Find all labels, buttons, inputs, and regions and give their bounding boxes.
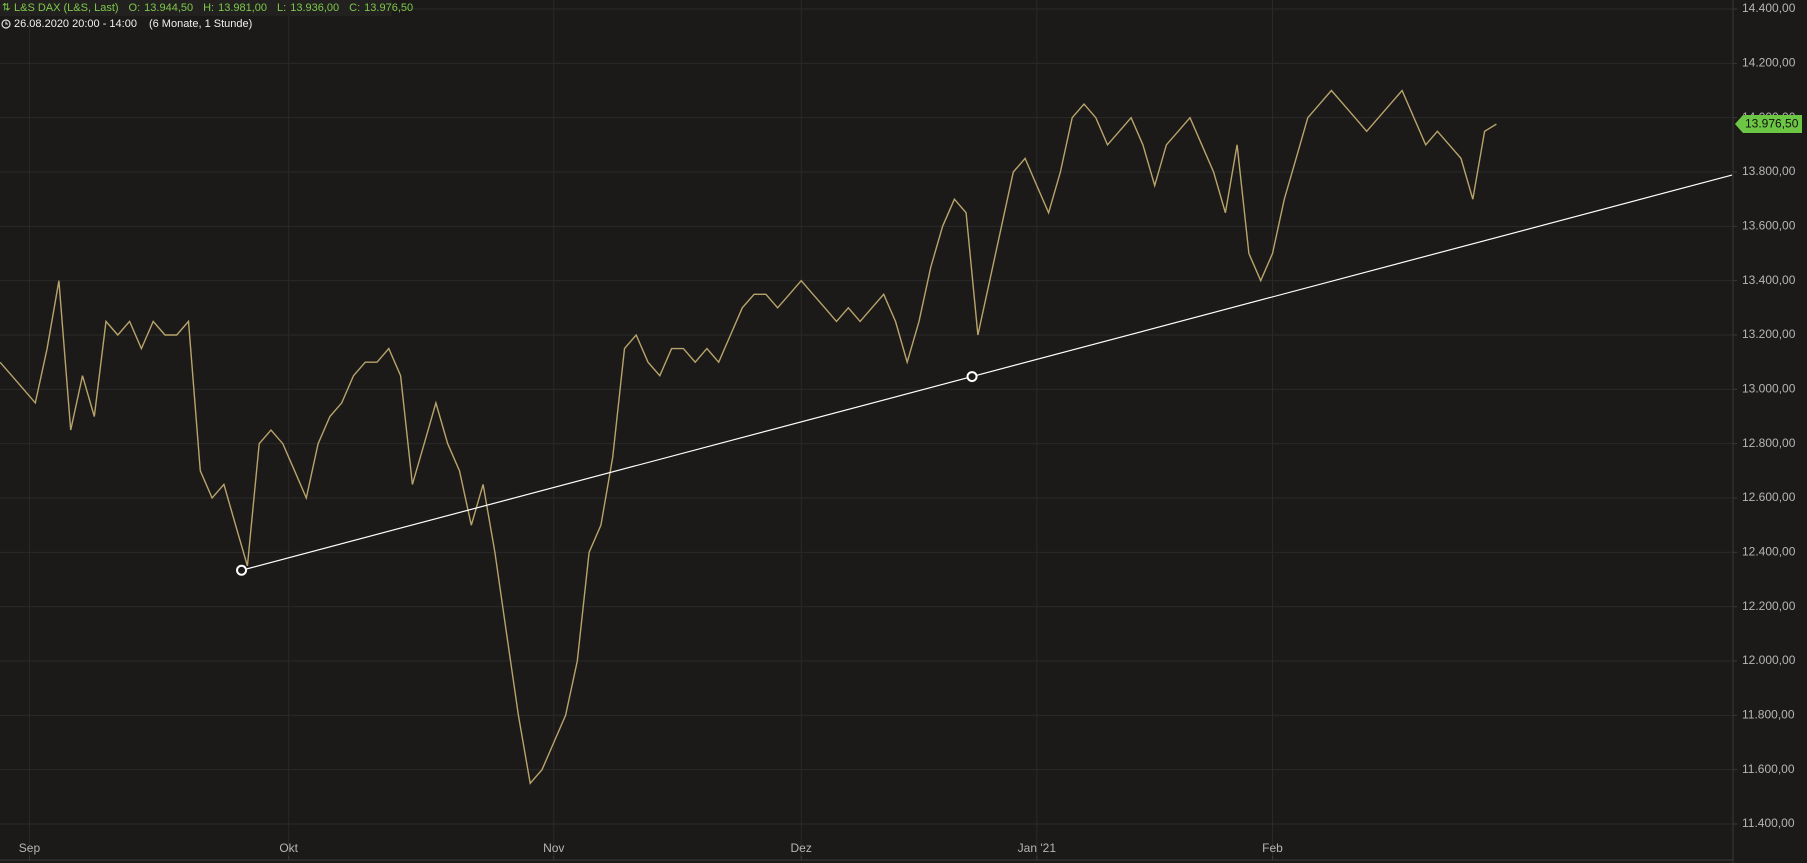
clock-hands xyxy=(5,21,8,25)
symbol: L&S DAX (L&S, Last) xyxy=(14,2,119,14)
ohlc-value: 13.981,00 xyxy=(218,2,267,14)
trend-anchor xyxy=(236,564,248,576)
y-tick-label: 12.800,00 xyxy=(1742,436,1796,450)
x-tick-label: Dez xyxy=(791,841,812,855)
symbol-icon: ⇅ xyxy=(2,3,10,14)
x-tick-label: Okt xyxy=(279,841,298,855)
period: 26.08.2020 20:00 - 14:00 xyxy=(14,18,137,30)
ohlc-value: 13.976,50 xyxy=(364,2,413,14)
period-line: 26.08.2020 20:00 - 14:00 (6 Monate, 1 Stu… xyxy=(14,18,252,30)
y-tick-label: 12.200,00 xyxy=(1742,599,1796,613)
x-tick-label: Jan '21 xyxy=(1018,841,1057,855)
ohlc-label: C: xyxy=(349,2,360,14)
ohlc-label: O: xyxy=(129,2,141,14)
trend-line xyxy=(241,174,1733,571)
range: (6 Monate, 1 Stunde) xyxy=(149,18,252,30)
last-price-tag xyxy=(1735,115,1802,134)
y-tick-label: 13.000,00 xyxy=(1742,382,1796,396)
plot-layer xyxy=(0,0,1733,858)
y-tick-label: 11.400,00 xyxy=(1742,816,1795,830)
y-tick-label: 14.200,00 xyxy=(1742,56,1796,70)
y-tick-label: 12.600,00 xyxy=(1742,490,1796,504)
trend-anchor xyxy=(966,371,978,383)
ohlc-label: L: xyxy=(277,2,286,14)
ohlc-value: 13.936,00 xyxy=(290,2,339,14)
header-bar xyxy=(0,0,392,16)
y-tick-label: 13.200,00 xyxy=(1742,327,1796,341)
y-tick-label: 12.000,00 xyxy=(1742,653,1796,667)
clock-icon xyxy=(1,19,11,29)
y-tick-label: 12.400,00 xyxy=(1742,545,1796,559)
x-tick-label: Sep xyxy=(19,841,41,855)
ohlc-value: 13.944,50 xyxy=(144,2,193,14)
y-tick-label: 11.600,00 xyxy=(1742,762,1795,776)
y-tick-label: 13.600,00 xyxy=(1742,219,1796,233)
x-tick-label: Feb xyxy=(1262,841,1283,855)
y-tick-label: 11.800,00 xyxy=(1742,708,1795,722)
header-line: L&S DAX (L&S, Last) O: 13.944,50 H: 13.981,0… xyxy=(14,2,413,14)
y-tick-label: 14.400,00 xyxy=(1742,1,1796,15)
y-tick-label: 13.800,00 xyxy=(1742,164,1796,178)
last-price-label: 13.976,50 xyxy=(1745,117,1799,131)
ohlc-label: H: xyxy=(203,2,214,14)
y-tick-label: 13.400,00 xyxy=(1742,273,1796,287)
price-line xyxy=(0,89,1497,785)
x-tick-label: Nov xyxy=(543,841,564,855)
